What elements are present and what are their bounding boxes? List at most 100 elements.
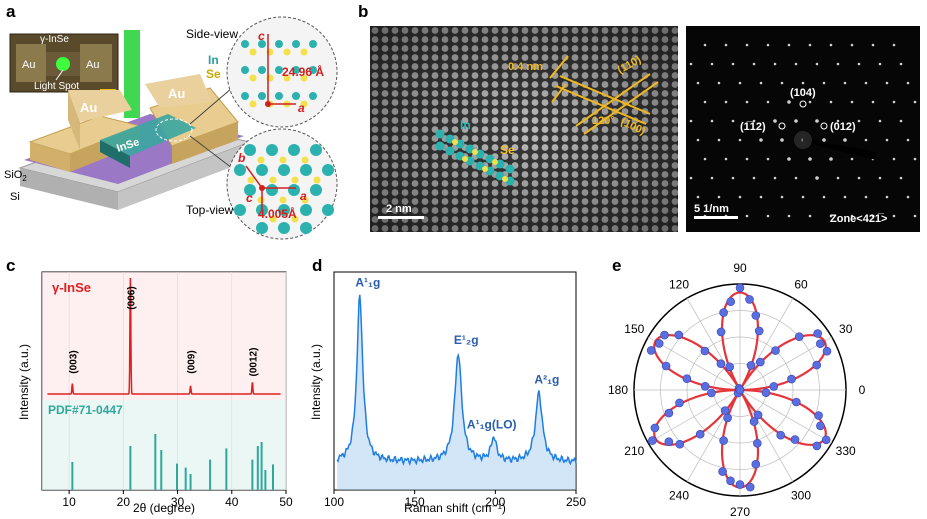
saed-spot bbox=[696, 138, 700, 142]
saed-spot bbox=[871, 214, 875, 218]
saed-spot bbox=[703, 157, 707, 161]
top-view-title: Top-view bbox=[186, 203, 234, 217]
polar-data-point bbox=[648, 436, 657, 445]
au-right-label: Au bbox=[168, 86, 185, 101]
polar-data-point bbox=[654, 339, 664, 348]
polar-angle-label: 120 bbox=[669, 277, 689, 291]
saed-012: (012) bbox=[830, 121, 856, 133]
inset-light-spot bbox=[56, 57, 70, 71]
saed-spot bbox=[843, 138, 847, 142]
saed-spot bbox=[885, 195, 889, 199]
saed-spot bbox=[766, 214, 770, 218]
polar-data-point bbox=[716, 327, 726, 337]
polar-data-point bbox=[745, 482, 755, 492]
xrd-xtick-label: 30 bbox=[171, 495, 185, 509]
saed-spot bbox=[787, 100, 791, 104]
polar-data-point bbox=[664, 408, 674, 418]
saed-spot bbox=[892, 157, 896, 161]
polar-data-point bbox=[761, 388, 771, 397]
saed-spot bbox=[836, 176, 840, 180]
saed-spot bbox=[780, 195, 784, 199]
polar-data-point bbox=[735, 283, 745, 293]
saed-spot bbox=[731, 119, 735, 123]
polar-spoke bbox=[648, 389, 741, 444]
saed-spot bbox=[815, 62, 819, 66]
panel-c-label: c bbox=[6, 256, 16, 275]
beam-stopper bbox=[803, 138, 876, 160]
polar-data-point bbox=[754, 326, 764, 336]
polar-data-point bbox=[813, 329, 822, 338]
saed-spot bbox=[717, 81, 721, 85]
polar-data-point bbox=[812, 360, 821, 370]
saed-spot bbox=[787, 157, 791, 161]
polar-data-point bbox=[726, 297, 735, 307]
saed-spot bbox=[822, 138, 826, 142]
xrd-sample-region bbox=[42, 272, 286, 400]
saed-spot bbox=[738, 81, 742, 85]
saed-spot bbox=[717, 195, 721, 199]
au-pad-right-top bbox=[145, 74, 212, 108]
polar-data-point bbox=[700, 346, 710, 356]
polar-data-point bbox=[674, 330, 684, 340]
polar-angle-label: 0 bbox=[859, 383, 866, 397]
saed-spot bbox=[780, 138, 784, 142]
saed-spot bbox=[815, 176, 819, 180]
polar-data-point bbox=[707, 388, 716, 398]
polar-data-point bbox=[814, 411, 823, 420]
polar-data-point bbox=[718, 467, 727, 476]
side-a-axis: a bbox=[298, 101, 305, 115]
polar-data-point bbox=[726, 476, 735, 486]
saed-spot bbox=[808, 157, 812, 161]
polar-data-point bbox=[792, 397, 801, 407]
polar-data-point bbox=[719, 436, 728, 445]
polar-data-point bbox=[664, 437, 674, 446]
raman-fill bbox=[337, 294, 576, 490]
saed-spot bbox=[899, 119, 903, 123]
saed-spot bbox=[731, 176, 735, 180]
raman-peak-label: A¹₁g bbox=[355, 275, 380, 289]
polar-data-point bbox=[756, 357, 765, 367]
polar-data-point bbox=[794, 332, 804, 341]
saed-spot bbox=[829, 157, 833, 161]
xrd-peak-label: (006) bbox=[126, 286, 137, 309]
polar-data-point bbox=[719, 308, 728, 317]
top-view-lattice bbox=[234, 144, 334, 234]
xrd-xtick-label: 20 bbox=[117, 495, 131, 509]
polar-data-point bbox=[816, 421, 825, 431]
saed-spot bbox=[759, 195, 763, 199]
saed-spot bbox=[829, 43, 833, 47]
raman-ylabel: Intensity (a.u.) bbox=[309, 344, 323, 420]
top-c-axis: c bbox=[246, 191, 253, 205]
inset-title: γ-InSe bbox=[40, 34, 69, 45]
polar-angle-label: 300 bbox=[791, 489, 811, 503]
polar-spoke bbox=[739, 336, 832, 391]
saed-spot bbox=[864, 138, 868, 142]
saed-spot bbox=[871, 100, 875, 104]
saed-spot bbox=[724, 43, 728, 47]
saed-spot bbox=[745, 43, 749, 47]
saed-spot bbox=[906, 81, 910, 85]
xrd-title: γ-InSe bbox=[52, 280, 91, 295]
polar-data-point bbox=[822, 346, 832, 356]
saed-spot bbox=[773, 62, 777, 66]
inset-au-left-pad bbox=[16, 44, 46, 82]
top-a-axis: a bbox=[300, 189, 307, 203]
saed-112: (1̅12) bbox=[740, 121, 766, 133]
xrd-peak-label: (0012) bbox=[248, 348, 259, 377]
side-c-axis: c bbox=[258, 29, 265, 43]
saed-spot bbox=[850, 43, 854, 47]
saed-spot bbox=[864, 81, 868, 85]
polar-data-point bbox=[646, 346, 656, 355]
raman-chart: A¹₁g E¹₂g A¹₁g(LO) A²₁g 100 150 200 250 Raman … bbox=[309, 271, 586, 515]
saed-spot bbox=[745, 157, 749, 161]
saed-spot bbox=[843, 81, 847, 85]
inset-au-left: Au bbox=[22, 59, 35, 71]
saed-spot bbox=[857, 176, 861, 180]
panel-d-label: d bbox=[312, 256, 323, 275]
saed-spot bbox=[850, 100, 854, 104]
hrtem-image: In Se 0.4 nm (110) (100) 120° 2 nm bbox=[370, 26, 678, 232]
saed-spot bbox=[717, 138, 721, 142]
saed-spot bbox=[857, 119, 861, 123]
saed-spot bbox=[766, 157, 770, 161]
saed-spot bbox=[829, 214, 833, 218]
